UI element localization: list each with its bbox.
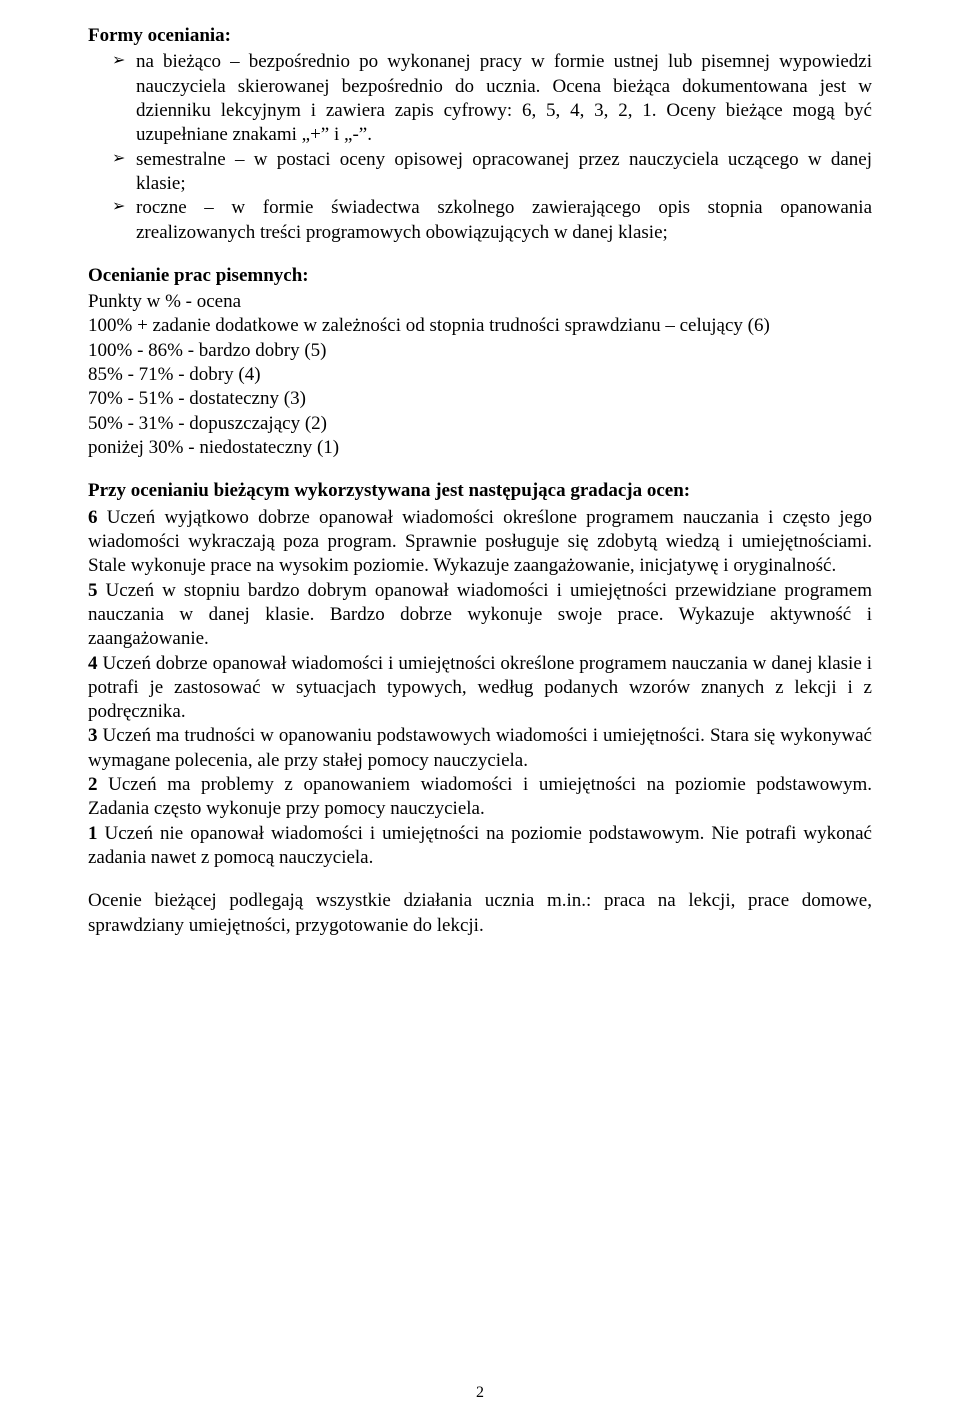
grade-description-6: 6 Uczeń wyjątkowo dobrze opanował wiadom… (88, 506, 872, 579)
formy-bullet-list: ➢ na bieżąco – bezpośrednio po wykonanej… (88, 50, 872, 245)
grade-scale-line: 50% - 31% - dopuszczający (2) (88, 412, 872, 436)
closing-paragraph: Ocenie bieżącej podlegają wszystkie dzia… (88, 889, 872, 938)
grade-number: 3 (88, 725, 98, 746)
grade-text: Uczeń wyjątkowo dobrze opanował wiadomoś… (88, 507, 872, 577)
heading-formy: Formy oceniania: (88, 24, 872, 48)
bullet-icon: ➢ (112, 148, 136, 169)
heading-pisemne: Ocenianie prac pisemnych: (88, 264, 872, 288)
grade-number: 6 (88, 507, 98, 528)
grade-description-4: 4 Uczeń dobrze opanował wiadomości i umi… (88, 652, 872, 725)
spacer (88, 870, 872, 889)
bullet-text: roczne – w formie świadectwa szkolnego z… (136, 196, 872, 245)
grade-text: Uczeń ma problemy z opanowaniem wiadomoś… (88, 774, 872, 819)
list-item: ➢ na bieżąco – bezpośrednio po wykonanej… (112, 50, 872, 147)
list-item: ➢ roczne – w formie świadectwa szkolnego… (112, 196, 872, 245)
grade-scale-line: 70% - 51% - dostateczny (3) (88, 387, 872, 411)
grade-description-1: 1 Uczeń nie opanował wiadomości i umieję… (88, 822, 872, 871)
spacer (88, 245, 872, 264)
grade-scale-line: Punkty w % - ocena (88, 290, 872, 314)
bullet-icon: ➢ (112, 196, 136, 217)
grade-scale-line: 85% - 71% - dobry (4) (88, 363, 872, 387)
grade-text: Uczeń w stopniu bardzo dobrym opanował w… (88, 580, 872, 650)
bullet-text: na bieżąco – bezpośrednio po wykonanej p… (136, 50, 872, 147)
bullet-text: semestralne – w postaci oceny opisowej o… (136, 148, 872, 197)
grade-scale-line: 100% + zadanie dodatkowe w zależności od… (88, 314, 872, 338)
grade-scale-line: poniżej 30% - niedostateczny (1) (88, 436, 872, 460)
spacer (88, 460, 872, 479)
grade-description-2: 2 Uczeń ma problemy z opanowaniem wiadom… (88, 773, 872, 822)
list-item: ➢ semestralne – w postaci oceny opisowej… (112, 148, 872, 197)
grade-description-5: 5 Uczeń w stopniu bardzo dobrym opanował… (88, 579, 872, 652)
document-page: Formy oceniania: ➢ na bieżąco – bezpośre… (0, 0, 960, 1424)
grade-scale-line: 100% - 86% - bardzo dobry (5) (88, 339, 872, 363)
grade-number: 4 (88, 653, 98, 674)
bullet-icon: ➢ (112, 50, 136, 71)
grade-number: 5 (88, 580, 98, 601)
grade-text: Uczeń ma trudności w opanowaniu podstawo… (88, 725, 872, 770)
heading-gradacja: Przy ocenianiu bieżącym wykorzystywana j… (88, 479, 872, 503)
grade-text: Uczeń nie opanował wiadomości i umiejętn… (88, 823, 872, 868)
grade-number: 1 (88, 823, 98, 844)
grade-description-3: 3 Uczeń ma trudności w opanowaniu podsta… (88, 724, 872, 773)
grade-number: 2 (88, 774, 98, 795)
page-number: 2 (0, 1384, 960, 1402)
grade-text: Uczeń dobrze opanował wiadomości i umiej… (88, 653, 872, 723)
